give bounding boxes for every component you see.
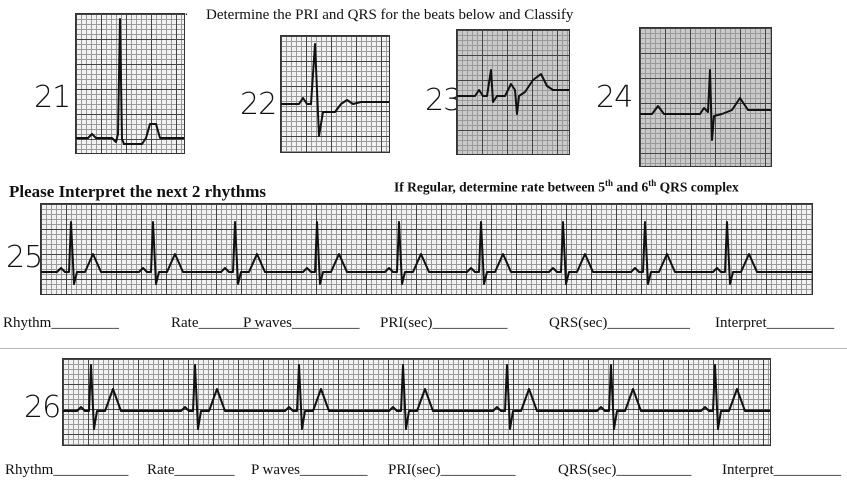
ecg-trace-22 [281,43,389,137]
divider [0,348,847,349]
ecg-strip-22 [280,35,390,153]
rhythm-field[interactable]: Rhythm_________ [3,315,119,331]
strip-number-24: 24 [596,80,633,115]
ecg-strip-21 [75,13,185,154]
strip-number-25: 25 [6,240,43,275]
strip-number-23: 23 [425,83,462,118]
ecg-strip-25 [40,203,813,295]
ecg-trace-26 [63,364,770,430]
interpret-field[interactable]: Interpret_________ [722,462,842,478]
strip-number-22: 22 [240,87,277,122]
rate-field[interactable]: Rate________ [171,315,259,331]
p-waves-field[interactable]: P waves_________ [251,462,368,478]
pri-field[interactable]: PRI(sec)__________ [380,315,508,331]
ecg-trace-24 [640,69,771,141]
pri-field[interactable]: PRI(sec)__________ [388,462,516,478]
section-title: Please Interpret the next 2 rhythms [9,182,267,201]
ecg-trace-25 [41,221,812,285]
ecg-strip-26 [62,358,771,446]
interpret-field[interactable]: Interpret_________ [715,315,835,331]
ecg-trace-23 [457,69,569,115]
ecg-trace-21 [76,18,184,145]
p-waves-field[interactable]: P waves_________ [243,315,360,331]
rhythm-field[interactable]: Rhythm__________ [5,462,129,478]
strip-number-21: 21 [34,80,71,115]
ecg-strip-24 [639,27,772,167]
qrs-field[interactable]: QRS(sec)__________ [558,462,692,478]
regular-rate-note: If Regular, determine rate between 5th a… [394,178,739,195]
qrs-field[interactable]: QRS(sec)___________ [549,315,690,331]
bullet-dot: · [184,8,189,23]
rate-field[interactable]: Rate________ [147,462,235,478]
instruction-text: Determine the PRI and QRS for the beats … [206,7,574,23]
ecg-strip-23 [456,29,570,155]
strip-number-26: 26 [24,390,61,425]
